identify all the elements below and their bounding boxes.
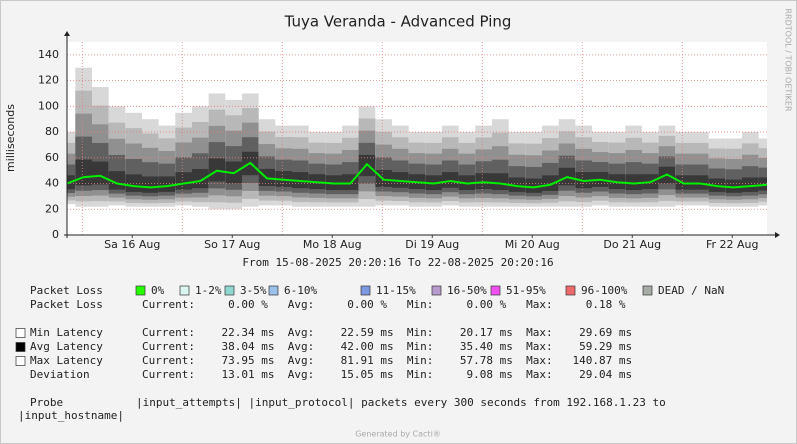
smoke-shade bbox=[392, 172, 409, 188]
y-tick-label: 60 bbox=[45, 151, 59, 164]
stat-name: Packet Loss bbox=[30, 298, 103, 311]
probe-line: Probe |input_attempts| |input_protocol| … bbox=[30, 396, 666, 409]
smoke-shade bbox=[158, 176, 176, 192]
loss-label: 1-2% bbox=[195, 284, 222, 297]
loss-swatch bbox=[135, 285, 146, 296]
smoke-shade bbox=[758, 177, 767, 191]
stat-values: Current: 13.01 ms Avg: 15.05 ms Min: 9.0… bbox=[142, 368, 632, 381]
footer: Generated by Cacti® bbox=[355, 430, 441, 439]
smoke-shade bbox=[92, 161, 109, 185]
smoke-shade bbox=[142, 176, 159, 193]
smoke-shade bbox=[492, 173, 509, 191]
y-tick-label: 0 bbox=[52, 228, 59, 241]
y-axis-label: milliseconds bbox=[4, 104, 17, 172]
y-tick-label: 40 bbox=[45, 177, 59, 190]
stat-values: Current: 38.04 ms Avg: 42.00 ms Min: 35.… bbox=[142, 340, 632, 353]
loss-swatch bbox=[642, 285, 653, 296]
stat-values: Current: 0.00 % Avg: 0.00 % Min: 0.00 % … bbox=[142, 298, 626, 311]
smoke-shade bbox=[75, 159, 92, 186]
y-tick-label: 120 bbox=[38, 74, 59, 87]
smoke-shade bbox=[692, 175, 709, 190]
loss-swatch bbox=[431, 285, 442, 296]
smoke-shade bbox=[508, 177, 526, 192]
latency-swatch bbox=[15, 328, 26, 338]
x-tick-label: So 17 Aug bbox=[204, 238, 260, 251]
chart-title: Tuya Veranda - Advanced Ping bbox=[284, 13, 512, 31]
loss-label: 6-10% bbox=[284, 284, 317, 297]
period: From 15-08-2025 20:20:16 To 22-08-2025 2… bbox=[242, 256, 553, 269]
smoke-shade bbox=[725, 179, 742, 193]
side-label: RRDTOOL / TOBI OETIKER bbox=[784, 8, 793, 111]
y-tick-label: 20 bbox=[45, 202, 59, 215]
loss-label: 16-50% bbox=[447, 284, 487, 297]
loss-swatch bbox=[565, 285, 576, 296]
x-tick-label: Di 19 Aug bbox=[405, 238, 459, 251]
loss-swatch bbox=[268, 285, 279, 296]
smoke-shade bbox=[442, 172, 459, 188]
smoke-shade bbox=[125, 174, 142, 192]
loss-swatch bbox=[179, 285, 190, 296]
y-tick-label: 80 bbox=[45, 125, 59, 138]
smoke-shade bbox=[525, 178, 542, 193]
stat-name: Deviation bbox=[30, 368, 90, 381]
x-tick-label: Fr 22 Aug bbox=[706, 238, 759, 251]
loss-label: 3-5% bbox=[240, 284, 267, 297]
smoke-shade bbox=[625, 174, 642, 191]
loss-swatch bbox=[360, 285, 371, 296]
loss-swatch bbox=[224, 285, 235, 296]
x-tick-label: Do 21 Aug bbox=[603, 238, 661, 251]
y-tick-label: 100 bbox=[38, 99, 59, 112]
x-tick-label: Sa 16 Aug bbox=[104, 238, 160, 251]
axis-arrow bbox=[775, 232, 780, 238]
stat-name: Avg Latency bbox=[30, 340, 103, 353]
smoke-shade bbox=[175, 172, 192, 190]
loss-label: 11-15% bbox=[376, 284, 416, 297]
smoke-shade bbox=[742, 177, 759, 192]
loss-label: 51-95% bbox=[506, 284, 546, 297]
stat-values: Current: 73.95 ms Avg: 81.91 ms Min: 57.… bbox=[142, 354, 632, 367]
latency-swatch bbox=[15, 342, 26, 352]
stat-values: Current: 22.34 ms Avg: 22.59 ms Min: 20.… bbox=[142, 326, 632, 339]
axis-arrow bbox=[64, 31, 70, 36]
stat-name: Min Latency bbox=[30, 326, 103, 339]
loss-label: 96-100% bbox=[581, 284, 628, 297]
y-tick-label: 140 bbox=[38, 48, 59, 61]
stat-name: Max Latency bbox=[30, 354, 103, 367]
loss-label: 0% bbox=[151, 284, 165, 297]
loss-legend-name: Packet Loss bbox=[30, 284, 103, 297]
probe-line: |input_hostname| bbox=[18, 409, 124, 422]
x-tick-label: Mi 20 Aug bbox=[505, 238, 560, 251]
latency-swatch bbox=[15, 356, 26, 366]
median-line bbox=[66, 161, 768, 189]
smoke-shade bbox=[192, 169, 209, 189]
smoke-shade bbox=[475, 173, 492, 190]
loss-label: DEAD / NaN bbox=[658, 284, 724, 297]
x-tick-label: Mo 18 Aug bbox=[303, 238, 362, 251]
loss-swatch bbox=[490, 285, 501, 296]
